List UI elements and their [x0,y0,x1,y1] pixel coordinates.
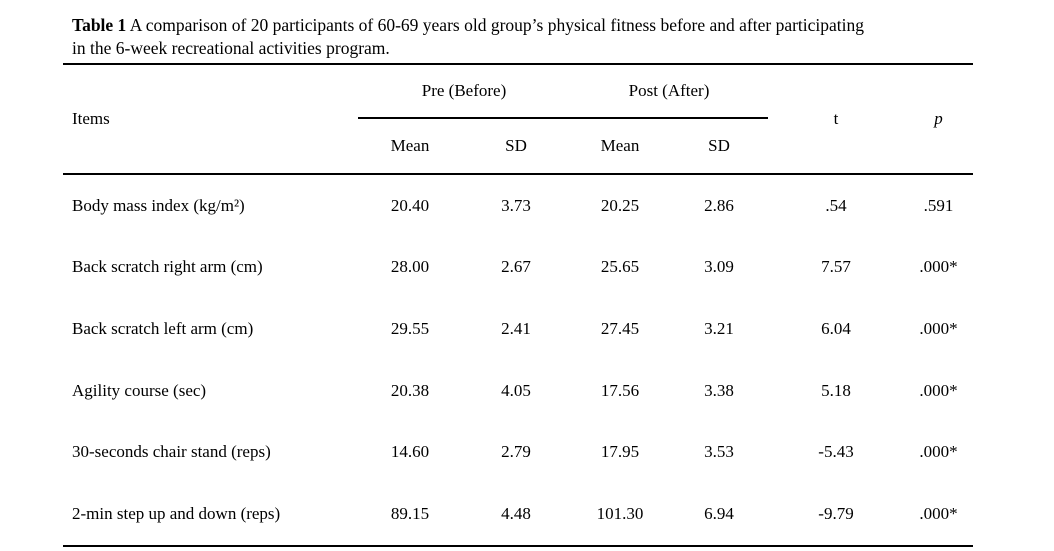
column-header-pre-sd: SD [505,136,527,155]
cell-pre-mean: 20.38 [390,380,430,400]
cell-post-sd: 6.94 [704,503,734,523]
column-header-post-mean: Mean [600,136,640,155]
cell-post-sd: 3.21 [704,318,734,338]
cell-pre-sd: 4.48 [501,503,531,523]
table-row: Back scratch left arm (cm) 29.55 2.41 27… [63,298,973,360]
table-caption-line2: in the 6-week recreational activities pr… [72,38,390,58]
row-item-label: Agility course (sec) [72,380,207,400]
table-row: Body mass index (kg/m²) 20.40 3.73 20.25… [63,175,973,237]
cell-p-value: .000* [919,318,958,338]
row-item-label: 30-seconds chair stand (reps) [72,442,271,462]
cell-pre-mean: 28.00 [390,257,430,277]
cell-post-mean: 27.45 [600,318,640,338]
row-item-label: Back scratch left arm (cm) [72,318,254,338]
table-row: 2-min step up and down (reps) 89.15 4.48… [63,483,973,545]
cell-t-value: 7.57 [821,257,851,277]
cell-post-mean: 101.30 [596,503,644,523]
cell-pre-mean: 89.15 [390,503,430,523]
cell-pre-sd: 3.73 [501,195,531,215]
cell-pre-mean: 14.60 [390,442,430,462]
column-header-p: p [934,109,943,128]
cell-p-value: .000* [919,380,958,400]
column-header-pre-before: Pre (Before) [421,81,507,100]
cell-pre-mean: 29.55 [390,318,430,338]
row-item-label: 2-min step up and down (reps) [72,503,281,523]
column-header-post-after: Post (After) [628,81,710,100]
cell-p-value: .000* [919,442,958,462]
table-caption-line1: A comparison of 20 participants of 60-69… [126,15,865,35]
cell-post-sd: 2.86 [704,195,734,215]
cell-post-mean: 25.65 [600,257,640,277]
cell-pre-sd: 4.05 [501,380,531,400]
cell-post-mean: 17.56 [600,380,640,400]
cell-t-value: -9.79 [818,503,854,523]
column-header-post-sd: SD [708,136,730,155]
cell-pre-mean: 20.40 [390,195,430,215]
cell-pre-sd: 2.67 [501,257,531,277]
cell-pre-sd: 2.41 [501,318,531,338]
cell-post-sd: 3.38 [704,380,734,400]
row-item-label: Body mass index (kg/m²) [72,195,245,215]
table-row: Agility course (sec) 20.38 4.05 17.56 3.… [63,360,973,422]
row-item-label: Back scratch right arm (cm) [72,257,263,277]
pre-post-spanner-group: Pre (Before) Post (After) [358,65,768,119]
cell-post-mean: 17.95 [600,442,640,462]
table-body: Body mass index (kg/m²) 20.40 3.73 20.25… [63,175,973,547]
cell-p-value: .000* [919,257,958,277]
cell-post-mean: 20.25 [600,195,640,215]
column-header-t: t [833,109,839,128]
table-caption-number: Table 1 [72,15,127,35]
table-caption: Table 1 A comparison of 20 participants … [72,14,987,60]
cell-t-value: 5.18 [821,380,851,400]
cell-t-value: .54 [825,195,847,215]
cell-p-value: .591 [923,195,954,215]
cell-post-sd: 3.53 [704,442,734,462]
table-row: 30-seconds chair stand (reps) 14.60 2.79… [63,421,973,483]
cell-t-value: 6.04 [821,318,851,338]
table-header: Items Pre (Before) Post (After) t p Mean… [63,63,973,175]
cell-t-value: -5.43 [818,442,854,462]
fitness-comparison-table: Items Pre (Before) Post (After) t p Mean… [63,63,973,547]
cell-p-value: .000* [919,503,958,523]
table-row: Back scratch right arm (cm) 28.00 2.67 2… [63,237,973,299]
column-header-items: Items [72,109,110,128]
cell-pre-sd: 2.79 [501,442,531,462]
column-header-pre-mean: Mean [390,136,430,155]
cell-post-sd: 3.09 [704,257,734,277]
